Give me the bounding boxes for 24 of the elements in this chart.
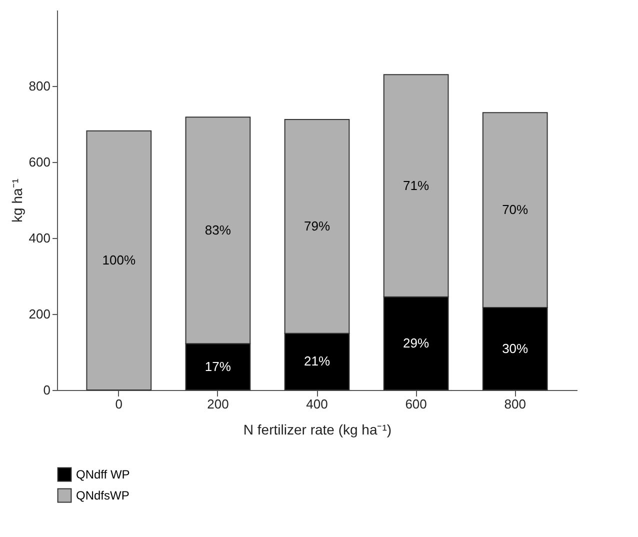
y-tick-label: 800 <box>28 78 50 94</box>
legend-label: QNdfsWP <box>76 488 130 502</box>
annotation: 29% <box>403 335 430 350</box>
annotation: 21% <box>304 354 330 369</box>
annotation: 30% <box>502 340 529 356</box>
annotation: 71% <box>403 178 430 193</box>
x-tick-label: 200 <box>207 396 229 412</box>
x-tick-label: 0 <box>115 396 123 412</box>
x-tick-label: 600 <box>405 396 427 412</box>
y-axis-title: kg ha⁻¹ <box>8 178 25 222</box>
x-axis-title: N fertilizer rate (kg ha⁻¹) <box>243 422 392 438</box>
y-tick-label: 400 <box>28 230 50 246</box>
x-tick-label: 800 <box>504 396 526 412</box>
annotation: 70% <box>502 202 529 218</box>
legend-label: QNdff WP <box>76 468 130 482</box>
annotation: 79% <box>304 218 330 234</box>
y-tick-label: 200 <box>28 306 50 322</box>
annotation: 100% <box>102 252 136 268</box>
y-tick-label: 0 <box>43 382 50 398</box>
annotation: 83% <box>204 222 232 238</box>
bar <box>86 130 152 390</box>
annotation: 17% <box>204 358 232 374</box>
x-tick-label: 400 <box>306 396 328 412</box>
y-tick-label: 600 <box>28 154 50 170</box>
